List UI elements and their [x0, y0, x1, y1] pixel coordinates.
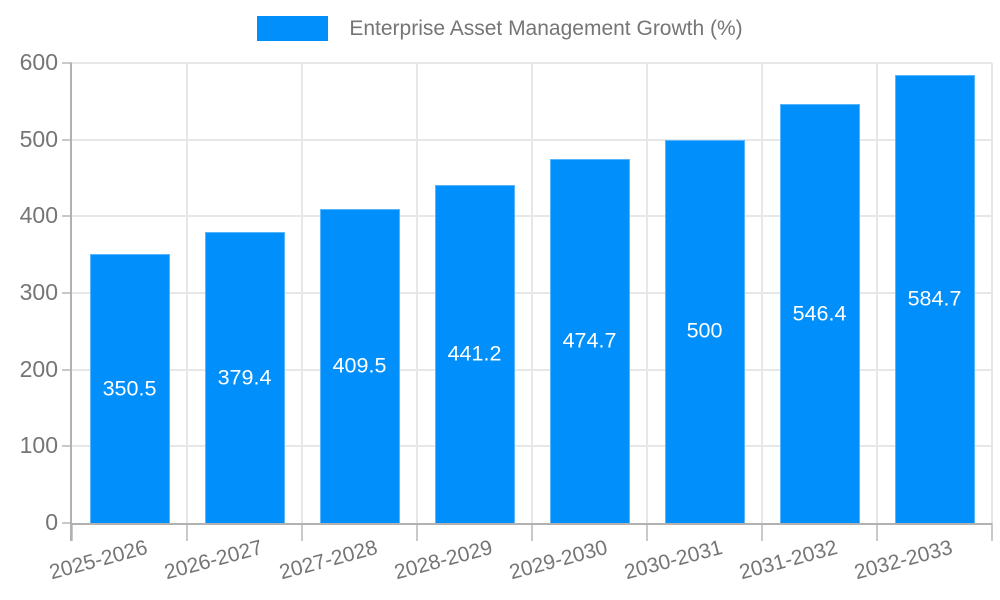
- bar[interactable]: [204, 232, 285, 523]
- v-gridline: [646, 63, 648, 523]
- legend-label: Enterprise Asset Management Growth (%): [349, 17, 743, 40]
- y-axis-tick: [62, 522, 72, 524]
- x-axis-tick: [876, 523, 878, 541]
- x-axis-tick: [416, 523, 418, 541]
- bar-value-label: 474.7: [562, 328, 617, 353]
- x-axis-label: 2032-2033: [851, 536, 955, 585]
- v-gridline: [531, 63, 533, 523]
- bar-value-label: 500: [686, 318, 723, 343]
- y-axis-tick-label: 300: [19, 279, 58, 306]
- y-axis-tick-label: 200: [19, 355, 58, 382]
- bar-value-label: 409.5: [332, 353, 387, 378]
- v-gridline: [761, 63, 763, 523]
- x-axis-label: 2028-2029: [391, 536, 495, 585]
- x-axis-tick: [646, 523, 648, 541]
- x-axis-label: 2029-2030: [506, 536, 610, 585]
- bar[interactable]: [89, 254, 170, 523]
- v-gridline: [416, 63, 418, 523]
- y-axis-tick: [62, 292, 72, 294]
- y-axis-tick: [62, 62, 72, 64]
- v-gridline: [876, 63, 878, 523]
- x-axis-label: 2025-2026: [46, 536, 150, 585]
- bar[interactable]: [319, 209, 400, 523]
- v-gridline: [301, 63, 303, 523]
- bar-value-label: 350.5: [102, 375, 157, 400]
- x-axis-tick: [186, 523, 188, 541]
- bar[interactable]: [894, 74, 975, 523]
- legend-swatch: [257, 16, 329, 42]
- y-axis-tick: [62, 215, 72, 218]
- x-axis-tick: [761, 523, 763, 541]
- y-axis-line: [70, 63, 72, 541]
- bar[interactable]: [779, 104, 860, 523]
- bar[interactable]: [549, 159, 630, 523]
- bar-value-label: 441.2: [447, 341, 502, 366]
- v-gridline: [186, 63, 188, 523]
- x-axis-label: 2030-2031: [621, 536, 725, 585]
- y-axis-tick-label: 100: [19, 432, 58, 459]
- y-axis-tick-label: 500: [19, 125, 58, 152]
- bar-value-label: 584.7: [907, 286, 962, 311]
- bar-value-label: 546.4: [792, 300, 847, 325]
- x-axis-tick: [991, 523, 993, 541]
- y-axis-tick: [62, 368, 72, 371]
- x-axis-tick: [71, 523, 73, 541]
- x-axis-label: 2027-2028: [276, 536, 380, 585]
- y-axis-tick: [62, 138, 72, 141]
- y-axis-tick-label: 400: [19, 202, 58, 229]
- x-axis-label: 2031-2032: [736, 536, 840, 585]
- x-axis-label: 2026-2027: [161, 536, 265, 585]
- bar[interactable]: [434, 184, 515, 523]
- x-axis-tick: [301, 523, 303, 541]
- y-axis-tick: [62, 445, 72, 448]
- x-axis-tick: [531, 523, 533, 541]
- bar[interactable]: [664, 139, 745, 523]
- y-axis-tick-label: 600: [19, 49, 58, 76]
- chart-legend[interactable]: Enterprise Asset Management Growth (%): [0, 16, 1000, 42]
- x-axis-line: [70, 523, 992, 525]
- bar-value-label: 379.4: [217, 364, 272, 389]
- y-axis-tick-label: 0: [45, 509, 58, 536]
- v-gridline: [991, 63, 993, 523]
